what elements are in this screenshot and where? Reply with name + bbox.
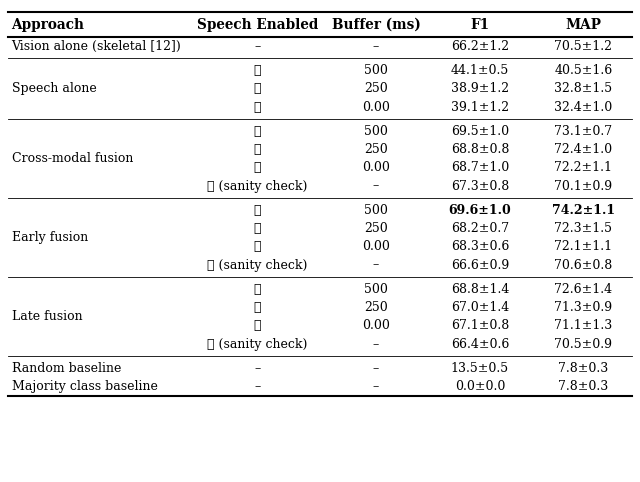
Text: ✓: ✓ — [254, 301, 261, 314]
Text: ✓: ✓ — [254, 82, 261, 95]
Text: 44.1±0.5: 44.1±0.5 — [451, 64, 509, 77]
Text: 32.4±1.0: 32.4±1.0 — [554, 101, 612, 113]
Text: 0.00: 0.00 — [362, 101, 390, 113]
Text: MAP: MAP — [565, 17, 602, 32]
Text: 40.5±1.6: 40.5±1.6 — [554, 64, 612, 77]
Text: 71.1±1.3: 71.1±1.3 — [554, 320, 612, 332]
Text: 32.8±1.5: 32.8±1.5 — [554, 82, 612, 95]
Text: 70.6±0.8: 70.6±0.8 — [554, 259, 612, 271]
Text: ✓: ✓ — [254, 204, 261, 216]
Text: 67.0±1.4: 67.0±1.4 — [451, 301, 509, 314]
Text: –: – — [255, 40, 260, 53]
Text: –: – — [373, 338, 379, 350]
Text: Vision alone (skeletal [12]): Vision alone (skeletal [12]) — [12, 40, 181, 53]
Text: 70.5±1.2: 70.5±1.2 — [554, 40, 612, 53]
Text: 66.2±1.2: 66.2±1.2 — [451, 40, 509, 53]
Text: 70.5±0.9: 70.5±0.9 — [554, 338, 612, 350]
Text: 72.4±1.0: 72.4±1.0 — [554, 143, 612, 156]
Text: 70.1±0.9: 70.1±0.9 — [554, 180, 612, 192]
Text: 250: 250 — [364, 82, 388, 95]
Text: –: – — [373, 40, 379, 53]
Text: 67.1±0.8: 67.1±0.8 — [451, 320, 509, 332]
Text: 71.3±0.9: 71.3±0.9 — [554, 301, 612, 314]
Text: 66.6±0.9: 66.6±0.9 — [451, 259, 509, 271]
Text: –: – — [373, 380, 379, 393]
Text: 250: 250 — [364, 301, 388, 314]
Text: 67.3±0.8: 67.3±0.8 — [451, 180, 509, 192]
Text: Cross-modal fusion: Cross-modal fusion — [12, 152, 133, 165]
Text: ✓: ✓ — [254, 143, 261, 156]
Text: Majority class baseline: Majority class baseline — [12, 380, 157, 393]
Text: Random baseline: Random baseline — [12, 362, 121, 375]
Text: 39.1±1.2: 39.1±1.2 — [451, 101, 509, 113]
Text: ✗ (sanity check): ✗ (sanity check) — [207, 180, 308, 192]
Text: ✓: ✓ — [254, 283, 261, 295]
Text: Speech Enabled: Speech Enabled — [197, 17, 318, 32]
Text: 68.3±0.6: 68.3±0.6 — [451, 241, 509, 253]
Text: Early fusion: Early fusion — [12, 231, 88, 244]
Text: –: – — [373, 362, 379, 375]
Text: 69.5±1.0: 69.5±1.0 — [451, 125, 509, 137]
Text: –: – — [373, 259, 379, 271]
Text: 68.8±0.8: 68.8±0.8 — [451, 143, 509, 156]
Text: 500: 500 — [364, 283, 388, 295]
Text: 68.2±0.7: 68.2±0.7 — [451, 222, 509, 235]
Text: F1: F1 — [470, 17, 490, 32]
Text: 0.0±0.0: 0.0±0.0 — [455, 380, 505, 393]
Text: –: – — [255, 362, 260, 375]
Text: 250: 250 — [364, 222, 388, 235]
Text: 69.6±1.0: 69.6±1.0 — [449, 204, 511, 216]
Text: 73.1±0.7: 73.1±0.7 — [554, 125, 612, 137]
Text: ✓: ✓ — [254, 241, 261, 253]
Text: ✗ (sanity check): ✗ (sanity check) — [207, 338, 308, 350]
Text: 68.7±1.0: 68.7±1.0 — [451, 161, 509, 174]
Text: 500: 500 — [364, 125, 388, 137]
Text: 7.8±0.3: 7.8±0.3 — [558, 362, 609, 375]
Text: Approach: Approach — [12, 17, 84, 32]
Text: ✓: ✓ — [254, 161, 261, 174]
Text: 0.00: 0.00 — [362, 241, 390, 253]
Text: ✓: ✓ — [254, 222, 261, 235]
Text: 0.00: 0.00 — [362, 161, 390, 174]
Text: 72.6±1.4: 72.6±1.4 — [554, 283, 612, 295]
Text: Buffer (ms): Buffer (ms) — [332, 17, 420, 32]
Text: 38.9±1.2: 38.9±1.2 — [451, 82, 509, 95]
Text: 13.5±0.5: 13.5±0.5 — [451, 362, 509, 375]
Text: –: – — [373, 180, 379, 192]
Text: ✓: ✓ — [254, 64, 261, 77]
Text: 500: 500 — [364, 64, 388, 77]
Text: 0.00: 0.00 — [362, 320, 390, 332]
Text: 66.4±0.6: 66.4±0.6 — [451, 338, 509, 350]
Text: ✓: ✓ — [254, 125, 261, 137]
Text: Speech alone: Speech alone — [12, 82, 96, 95]
Text: 72.3±1.5: 72.3±1.5 — [554, 222, 612, 235]
Text: 74.2±1.1: 74.2±1.1 — [552, 204, 615, 216]
Text: 72.1±1.1: 72.1±1.1 — [554, 241, 612, 253]
Text: 68.8±1.4: 68.8±1.4 — [451, 283, 509, 295]
Text: Late fusion: Late fusion — [12, 310, 82, 323]
Text: ✓: ✓ — [254, 101, 261, 113]
Text: ✗ (sanity check): ✗ (sanity check) — [207, 259, 308, 271]
Text: 72.2±1.1: 72.2±1.1 — [554, 161, 612, 174]
Text: 250: 250 — [364, 143, 388, 156]
Text: –: – — [255, 380, 260, 393]
Text: 7.8±0.3: 7.8±0.3 — [558, 380, 609, 393]
Text: 500: 500 — [364, 204, 388, 216]
Text: ✓: ✓ — [254, 320, 261, 332]
